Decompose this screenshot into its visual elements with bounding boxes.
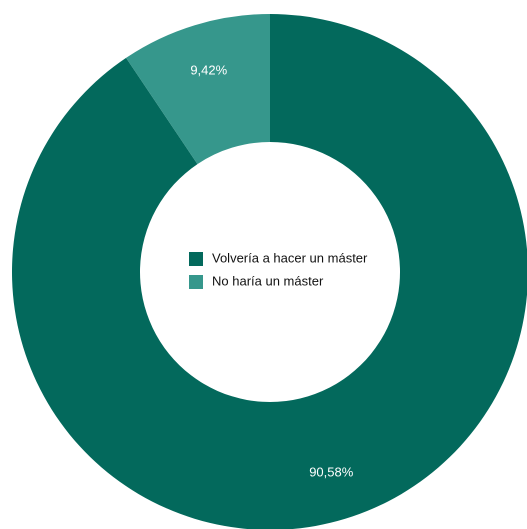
legend-swatch-volveria-a-hacer-un-master (189, 252, 203, 266)
slice-label-no-haria-un-master: 9,42% (190, 63, 227, 78)
slice-volveria-a-hacer-un-master (12, 14, 527, 529)
legend-label-no-haria-un-master: No haría un máster (212, 273, 324, 288)
legend-swatch-no-haria-un-master (189, 275, 203, 289)
legend: Volvería a hacer un máster No haría un má… (189, 250, 368, 289)
slice-no-haria-un-master (126, 14, 270, 165)
legend-label-volveria-a-hacer-un-master: Volvería a hacer un máster (212, 250, 368, 265)
slice-label-volveria-a-hacer-un-master: 90,58% (309, 464, 354, 479)
